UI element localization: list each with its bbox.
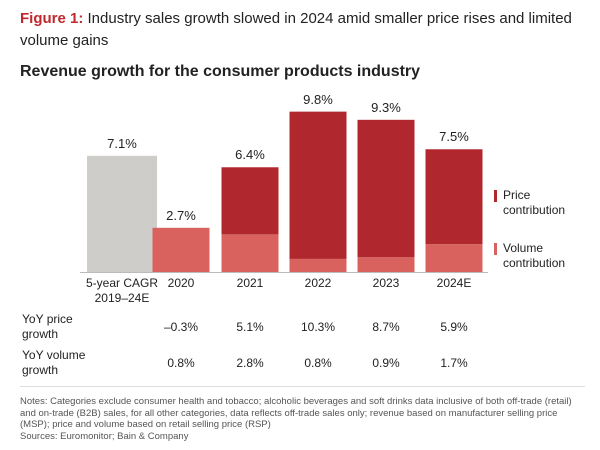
value-label: 6.4% xyxy=(235,147,265,163)
bar-segment xyxy=(289,258,347,272)
x-tick-label: 2020 xyxy=(167,276,195,290)
value-label: 9.3% xyxy=(371,99,401,115)
bar-segment xyxy=(152,227,210,272)
x-tick-label: 2022 xyxy=(304,276,332,290)
x-tick-label: 2024E xyxy=(436,276,472,290)
table-cell: 2.8% xyxy=(236,356,264,370)
figure-label: Figure 1: xyxy=(20,10,84,27)
table-cell: 5.1% xyxy=(236,320,264,334)
sources: Sources: Euromonitor; Bain & Company xyxy=(20,430,189,442)
bar xyxy=(87,155,157,272)
legend-label: Volume contribution xyxy=(503,241,566,270)
table-cell: 0.8% xyxy=(304,356,332,370)
table-cell: –0.3% xyxy=(163,320,199,334)
value-label: 7.5% xyxy=(439,129,469,145)
bar-segment xyxy=(425,149,483,245)
table-cell: 1.7% xyxy=(440,356,468,370)
legend-label: Price contribution xyxy=(503,188,566,217)
row-label: YoY price growth xyxy=(22,312,73,341)
bar-segment xyxy=(221,234,279,272)
table-cell: 0.9% xyxy=(372,356,400,370)
legend-swatch xyxy=(494,243,497,255)
bar-segment xyxy=(221,167,279,235)
x-tick-label: 2021 xyxy=(236,276,264,290)
notes-block: Notes: Categories exclude consumer healt… xyxy=(20,396,585,442)
value-label: 7.1% xyxy=(107,135,137,151)
notes: Notes: Categories exclude consumer healt… xyxy=(20,396,572,430)
table-cell: 10.3% xyxy=(300,320,336,334)
table-cell: 5.9% xyxy=(440,320,468,334)
table-cell: 8.7% xyxy=(372,320,400,334)
x-tick-label: 5-year CAGR 2019–24E xyxy=(85,276,159,305)
bar-segment xyxy=(425,244,483,272)
chart-title: Industry sales growth slowed in 2024 ami… xyxy=(20,10,572,49)
table-cell: 0.8% xyxy=(167,356,195,370)
bar-segment xyxy=(289,111,347,259)
bar-segment xyxy=(357,119,415,258)
row-label: YoY volume growth xyxy=(22,348,86,377)
value-label: 2.7% xyxy=(166,207,196,223)
legend-swatch xyxy=(494,190,497,202)
chart-subtitle: Revenue growth for the consumer products… xyxy=(20,63,421,80)
value-label: 9.8% xyxy=(303,91,333,107)
x-tick-label: 2023 xyxy=(372,276,400,290)
bar-segment xyxy=(357,257,415,272)
title-block: Figure 1: Industry sales growth slowed i… xyxy=(20,8,585,52)
